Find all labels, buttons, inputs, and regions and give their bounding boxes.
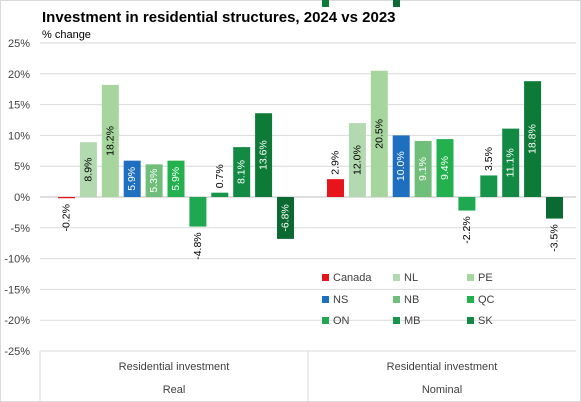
data-label: 9.1% (417, 157, 429, 181)
data-label: 18.2% (104, 126, 116, 156)
bar (546, 197, 563, 219)
legend-swatch (393, 317, 400, 324)
x-subcategory-label: Real (163, 384, 186, 396)
legend-label: NB (404, 294, 419, 306)
legend-swatch (322, 317, 329, 324)
bar (123, 160, 141, 197)
legend-label: QC (478, 294, 495, 306)
chart-title: Investment in residential structures, 20… (42, 9, 396, 26)
x-subcategory-label: Nominal (422, 384, 462, 396)
legend-swatch (393, 274, 400, 281)
legend-label: NL (404, 272, 418, 284)
bar (145, 164, 163, 197)
data-label: -6.8% (280, 204, 292, 231)
data-label: -3.5% (549, 224, 561, 251)
bar (167, 160, 185, 197)
legend-label: AB (333, 0, 348, 3)
y-tick-label: 15% (8, 100, 30, 112)
legend-label: Canada (333, 272, 372, 284)
data-label: 5.9% (170, 167, 182, 191)
bar (458, 197, 476, 211)
legend-swatch (322, 0, 329, 7)
legend-swatch (467, 317, 474, 324)
legend-label: NS (333, 294, 348, 306)
data-label: 8.1% (236, 160, 248, 184)
x-category-label: Residential investment (387, 361, 498, 373)
data-label: 5.9% (126, 167, 138, 191)
y-tick-label: -10% (4, 254, 30, 266)
bar (480, 175, 498, 197)
data-label: 5.3% (148, 169, 160, 193)
legend-label: BC (404, 0, 419, 3)
legend-swatch (393, 0, 400, 7)
bar (101, 84, 119, 197)
data-label: 2.9% (330, 151, 342, 175)
data-label: 18.8% (527, 124, 539, 154)
y-tick-label: 10% (8, 130, 30, 142)
data-label: 3.5% (483, 147, 495, 171)
legend-label: ON (333, 315, 350, 327)
chart-subtitle: % change (42, 29, 91, 41)
legend-swatch (322, 296, 329, 303)
legend-label: PE (478, 272, 493, 284)
legend-label: MB (404, 315, 421, 327)
y-tick-label: 20% (8, 69, 30, 81)
x-category-label: Residential investment (119, 361, 230, 373)
bar (348, 123, 366, 197)
bar (58, 197, 75, 199)
data-label: 13.6% (258, 140, 270, 170)
legend-swatch (393, 296, 400, 303)
bar (255, 113, 273, 197)
data-label: 11.1% (505, 148, 517, 177)
bar (392, 135, 410, 197)
data-label: -2.2% (461, 216, 473, 243)
data-label: 9.4% (439, 156, 451, 180)
bar (189, 197, 207, 227)
bar (502, 128, 520, 197)
data-label: -0.2% (61, 204, 73, 231)
data-label: 0.7% (214, 164, 226, 188)
legend-swatch (322, 274, 329, 281)
data-label: 20.5% (373, 119, 385, 149)
y-tick-label: -20% (4, 315, 30, 327)
y-tick-label: -25% (4, 346, 30, 358)
y-tick-label: -5% (10, 223, 30, 235)
legend-swatch (467, 296, 474, 303)
bar (524, 81, 542, 197)
bar (370, 70, 388, 197)
y-tick-label: -15% (4, 284, 30, 296)
y-tick-label: 25% (8, 38, 30, 50)
bar (327, 179, 344, 197)
bar (79, 142, 97, 197)
bar (436, 139, 454, 197)
data-label: 12.0% (351, 145, 363, 175)
legend-label: SK (478, 315, 493, 327)
data-label: 8.9% (82, 158, 94, 182)
y-tick-label: 0% (14, 192, 30, 204)
y-tick-label: 5% (14, 161, 30, 173)
bar (414, 140, 432, 197)
bar (277, 197, 294, 239)
bar (233, 147, 251, 197)
data-label: 10.0% (395, 151, 407, 181)
legend-swatch (467, 274, 474, 281)
data-label: -4.8% (192, 232, 204, 259)
bar (211, 192, 229, 197)
